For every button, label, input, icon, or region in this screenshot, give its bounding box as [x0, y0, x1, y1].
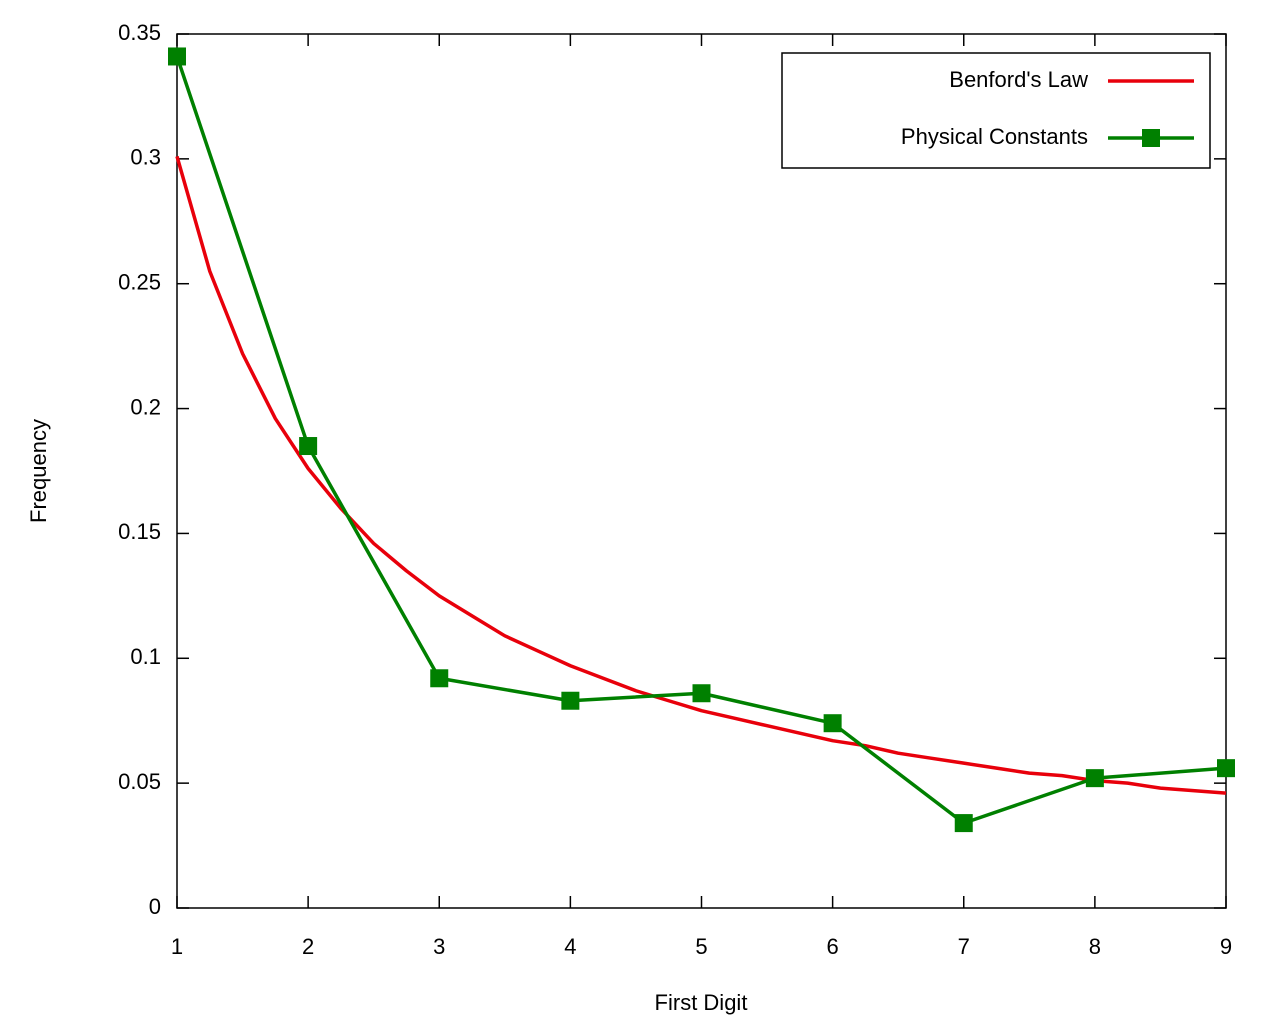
point-marker [1217, 759, 1235, 778]
y-tick-label: 0.1 [130, 644, 161, 669]
y-tick-label: 0.2 [130, 394, 161, 419]
y-axis-label: Frequency [26, 419, 51, 523]
y-tick-label: 0.15 [118, 519, 161, 544]
point-marker [168, 47, 186, 66]
y-tick-label: 0 [149, 894, 161, 919]
point-marker [561, 691, 580, 710]
y-tick-label: 0.25 [118, 270, 161, 295]
x-tick-label: 8 [1089, 934, 1101, 959]
plot-frame [176, 33, 1227, 909]
x-tick-label: 7 [958, 934, 970, 959]
x-tick-label: 5 [695, 934, 707, 959]
x-tick-label: 6 [827, 934, 839, 959]
x-tick-label: 1 [171, 934, 183, 959]
y-tick-label: 0.35 [118, 20, 161, 45]
point-marker [299, 437, 318, 456]
x-tick-label: 4 [564, 934, 576, 959]
series-line [175, 55, 1227, 825]
y-tick-label: 0.3 [130, 145, 161, 170]
point-marker [823, 714, 842, 733]
x-tick-label: 3 [433, 934, 445, 959]
x-tick-label: 2 [302, 934, 314, 959]
point-marker [692, 684, 711, 703]
y-tick-label: 0.05 [118, 769, 161, 794]
legend-label: Benford's Law [949, 67, 1088, 92]
point-marker [430, 669, 449, 688]
legend-label: Physical Constants [901, 124, 1088, 149]
point-marker [954, 814, 973, 833]
x-tick-label: 9 [1220, 934, 1232, 959]
legend-box [781, 52, 1211, 169]
legend-marker [1142, 129, 1160, 147]
point-marker [1085, 769, 1104, 788]
x-axis-label: First Digit [655, 990, 748, 1015]
